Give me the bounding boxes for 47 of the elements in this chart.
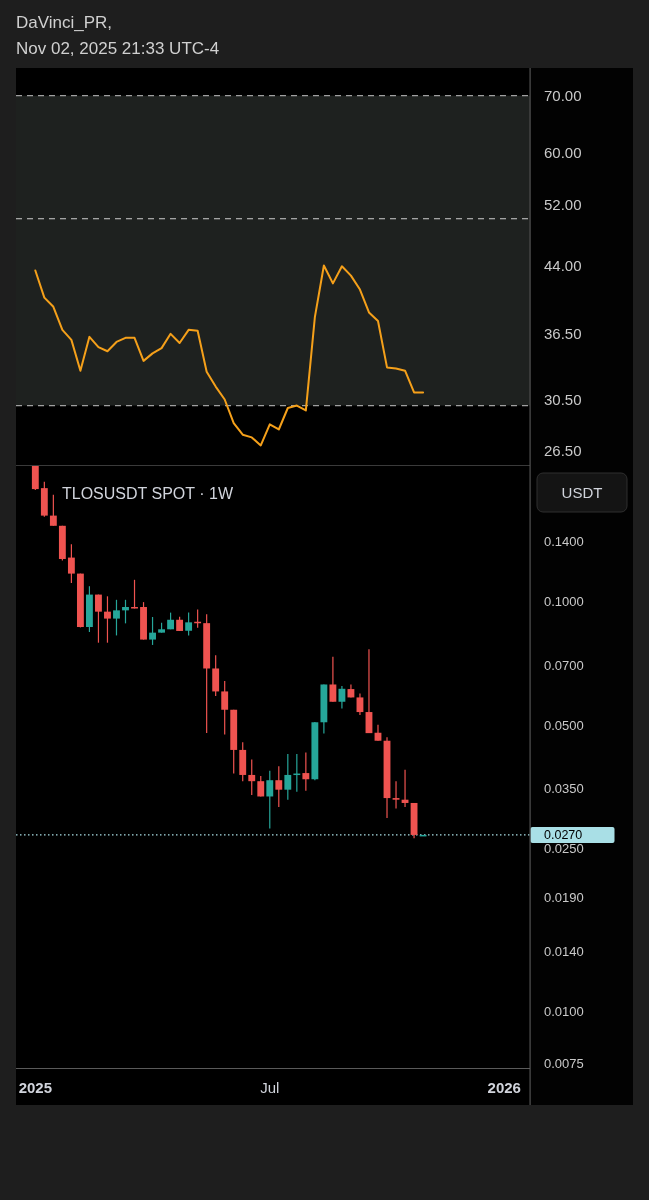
candlestick [212,654,220,697]
y-tick-label: 52.00 [544,195,582,213]
candlestick [284,753,292,801]
y-tick-label: 0.0075 [544,1055,584,1071]
ref-line-label: 0.0270 [544,827,583,842]
y-tick-label: 44.00 [544,256,582,274]
candlestick [248,759,256,796]
line-series [34,264,425,447]
candlestick [185,612,193,637]
y-axis-title: USDT [561,484,603,501]
y-tick-label: 0.0350 [544,781,584,797]
candlestick [67,543,75,584]
candlestick [149,616,156,646]
candlestick [122,599,129,624]
text: Nov 02, 2025 21:33 UTC-4 [16,38,220,58]
y-tick-label: 26.50 [544,442,582,460]
candlestick [275,765,283,808]
x-tick-label: Jul [260,1078,280,1096]
candlestick [266,770,274,830]
text: DaVinci_PR, [16,12,113,32]
y-tick-label: 30.50 [544,391,582,409]
y-tick-label: 0.0500 [544,717,584,733]
y-tick-label: 0.0100 [544,1004,584,1020]
x-tick-label: 2025 [18,1078,53,1096]
y-tick-label: 0.0700 [544,657,584,673]
candlestick [95,593,102,644]
candlestick [49,494,57,527]
text: TLOSUSDT SPOT · 1W [62,484,234,502]
candlestick [302,751,310,792]
candlestick [221,680,229,736]
y-tick-label: 0.1400 [544,534,584,550]
candlestick [131,579,138,610]
candlestick [31,466,39,491]
y-tick-label: 0.0140 [544,944,584,960]
candlestick [329,656,337,703]
y-tick-label: 70.00 [544,87,582,105]
y-tick-label: 36.50 [544,325,582,343]
y-tick-label: 60.00 [544,143,582,161]
x-tick-label: 2026 [487,1078,521,1096]
y-tick-label: 0.1000 [544,594,584,610]
candlestick [104,595,111,644]
candlestick [338,685,346,710]
candlestick [356,692,364,716]
y-tick-label: 0.0250 [544,841,584,857]
candlestick [392,780,400,810]
candlestick [113,599,120,637]
y-tick-label: 0.0190 [544,890,584,906]
